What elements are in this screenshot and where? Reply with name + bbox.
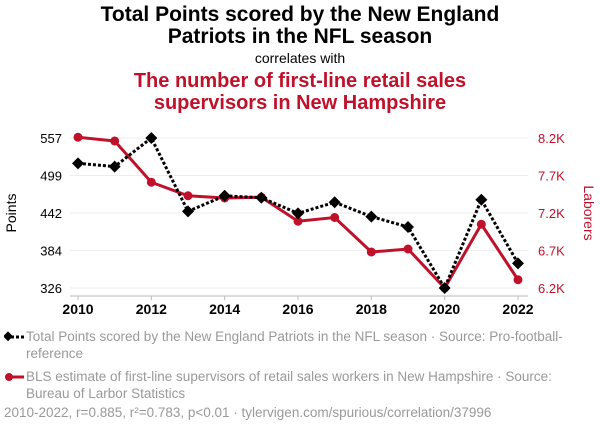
points-marker (512, 257, 524, 270)
y-axis-label-right: Laborers (581, 185, 597, 240)
points-marker (108, 160, 121, 173)
points-marker (365, 210, 378, 223)
y-tick-left: 557 (40, 131, 62, 146)
laborers-point (110, 136, 120, 146)
legend-label: BLS estimate of first-line supervisors o… (26, 369, 552, 401)
y-tick-right: 7.7K (538, 169, 565, 184)
legend-label: Total Points scored by the New England P… (26, 329, 563, 361)
laborers-point (366, 247, 376, 257)
x-tick-label: 2020 (429, 301, 460, 317)
chart-subtitle: The number of first-line retail sales su… (133, 70, 467, 114)
y-tick-left: 499 (40, 169, 62, 184)
points-marker (182, 205, 194, 218)
x-tick-label: 2022 (502, 301, 533, 317)
y-tick-right: 6.2K (538, 281, 565, 296)
x-tick-label: 2014 (209, 301, 240, 317)
points-marker (72, 157, 84, 170)
points-marker (255, 191, 268, 204)
y-tick-right: 6.7K (538, 244, 565, 259)
points-marker (438, 282, 451, 294)
legend-diamond-icon (4, 331, 24, 342)
y-axis-label-left: Points (3, 194, 19, 233)
legend-item-laborers[interactable]: BLS estimate of first-line supervisors o… (4, 368, 564, 402)
laborers-point (146, 177, 156, 187)
connector-text: correlates with (254, 50, 346, 66)
legend-item-points[interactable]: Total Points scored by the New England P… (4, 328, 564, 362)
points-marker (475, 193, 488, 206)
points-marker (328, 196, 341, 209)
points-marker (292, 207, 304, 220)
laborers-point (513, 275, 523, 285)
x-tick-label: 2012 (136, 301, 167, 317)
y-tick-left: 384 (40, 244, 62, 259)
x-tick-label: 2016 (282, 301, 313, 317)
laborers-point (476, 219, 486, 229)
laborers-point (330, 213, 340, 222)
y-tick-right: 7.2K (538, 206, 565, 221)
laborers-point (183, 191, 193, 201)
points-marker (145, 132, 158, 144)
legend-circle-icon (5, 373, 24, 381)
laborers-point (403, 244, 413, 254)
y-tick-left: 326 (40, 281, 62, 296)
y-tick-left: 442 (40, 206, 62, 221)
laborers-point (73, 132, 83, 142)
x-tick-label: 2010 (62, 301, 93, 317)
points-marker (402, 220, 414, 233)
points-marker (218, 189, 231, 202)
laborers-point (293, 216, 303, 226)
x-tick-label: 2018 (356, 301, 387, 317)
footer: 2010-2022, r=0.885, r²=0.783, p<0.01 · t… (4, 405, 492, 420)
y-tick-right: 8.2K (538, 131, 565, 146)
chart-area: 557 8.2K 499 7.7K 442 7.2K 384 6.7K 326 6.2K 2010 2… (3, 131, 597, 317)
chart-title: Total Points scored by the New England P… (100, 3, 500, 48)
